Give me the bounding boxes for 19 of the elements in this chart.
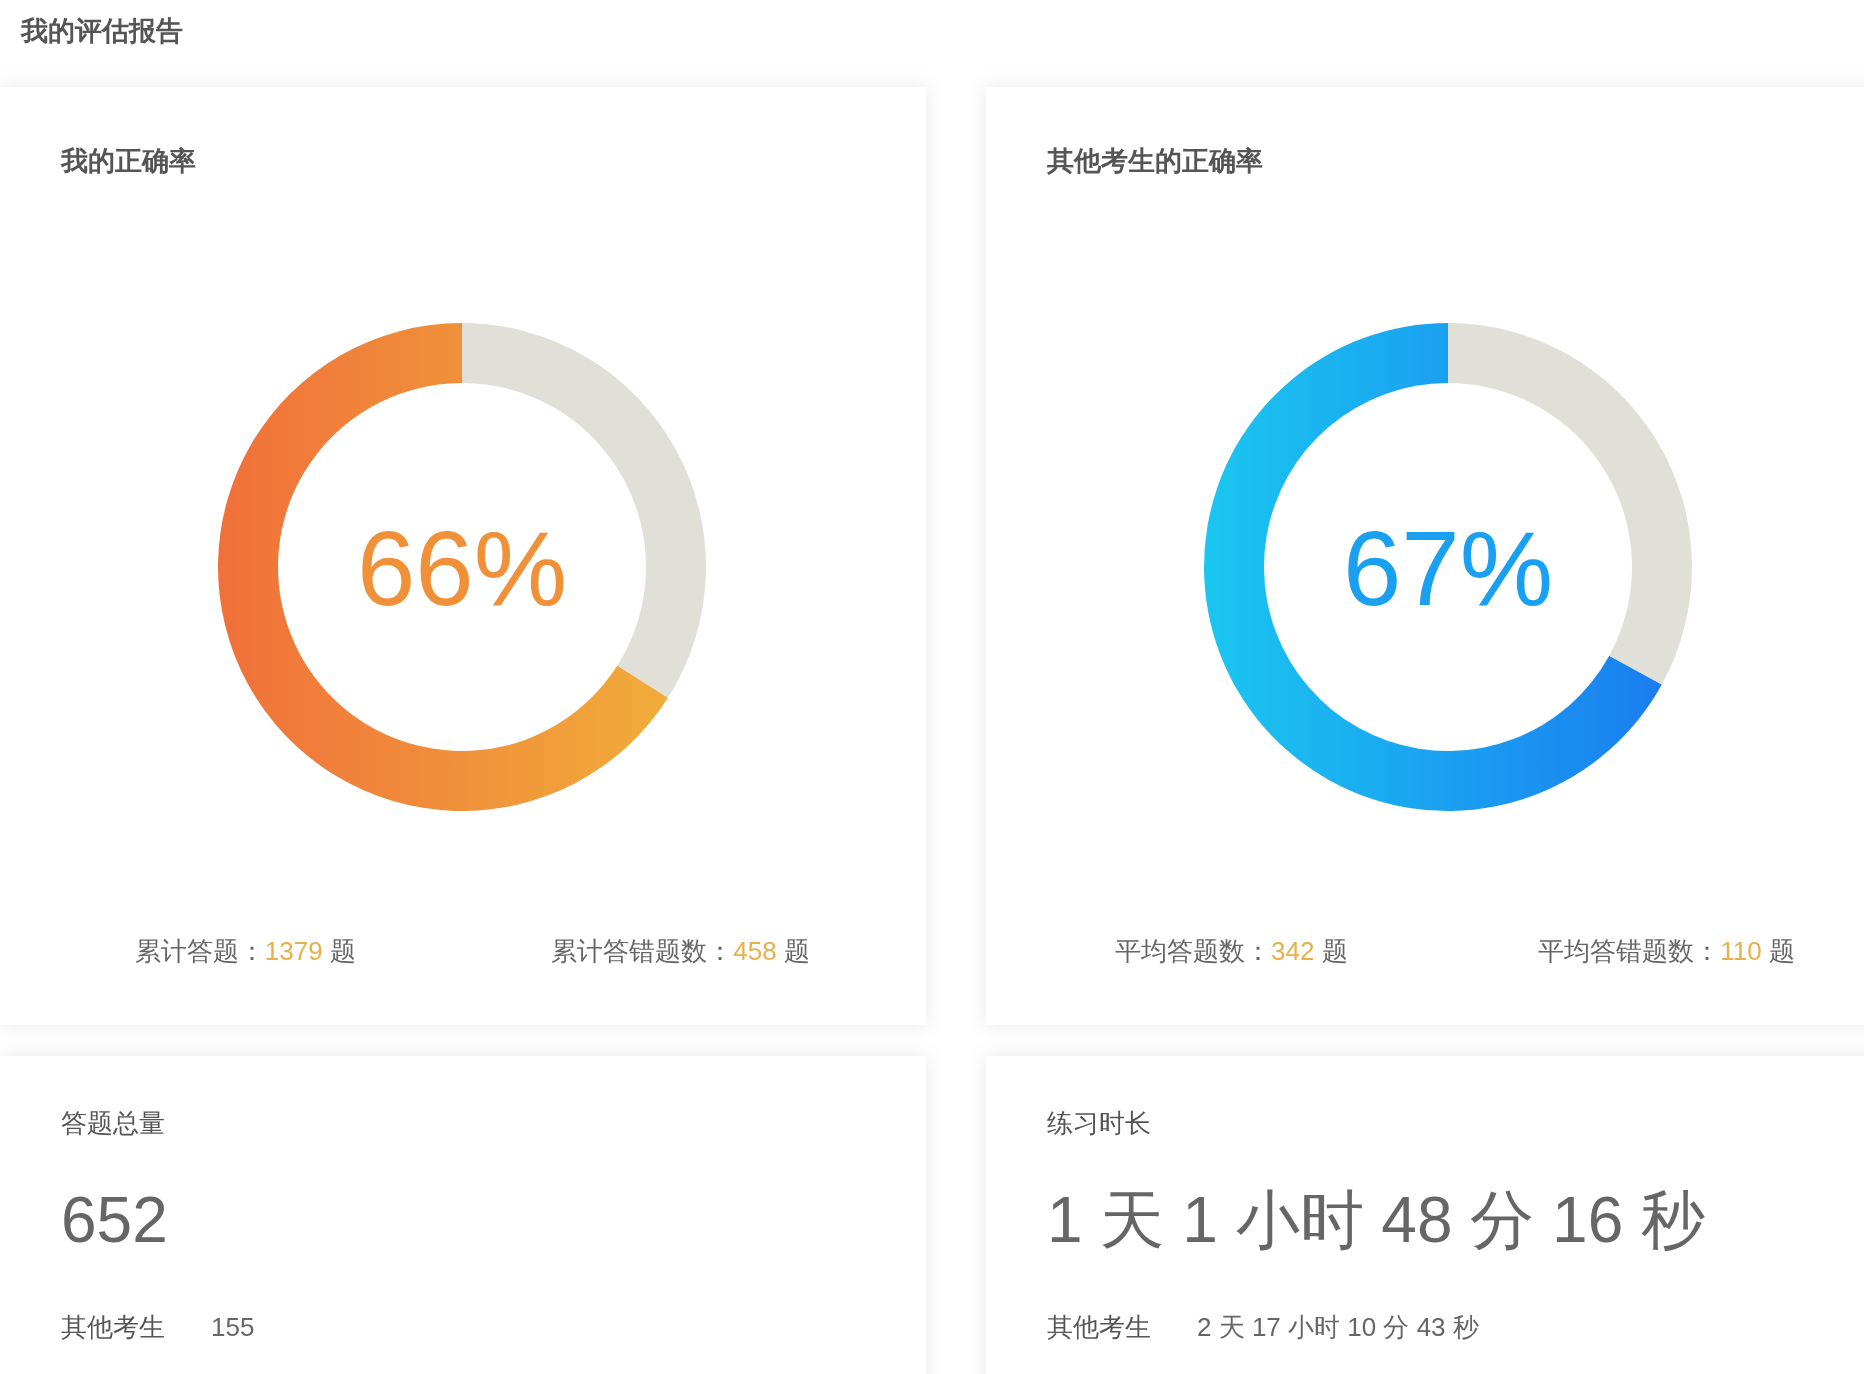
text: 2 天 17 小时 10 分 43 秒 bbox=[1197, 1312, 1479, 1342]
text: 1 天 1 小时 48 分 16 秒 bbox=[1047, 1184, 1706, 1256]
text: 答题总量 bbox=[61, 1108, 165, 1138]
chart-title: 我的正确率 bbox=[60, 146, 196, 176]
donut-slice bbox=[218, 323, 669, 811]
chart-title: 其他考生的正确率 bbox=[1046, 146, 1263, 176]
text: 我的评估报告 bbox=[20, 16, 183, 46]
text: 其他考生 bbox=[1047, 1312, 1151, 1342]
text: 累计答错题数：458 题 bbox=[551, 936, 810, 966]
data-label: 67% bbox=[1342, 510, 1554, 627]
text: 练习时长 bbox=[1047, 1108, 1151, 1138]
text: 652 bbox=[61, 1184, 168, 1256]
text: 累计答题：1379 题 bbox=[134, 936, 356, 966]
text: 平均答错题数：110 题 bbox=[1538, 936, 1795, 966]
text: 其他考生 bbox=[61, 1312, 165, 1342]
donut-slice bbox=[1204, 323, 1662, 811]
text: 平均答题数：342 题 bbox=[1115, 936, 1348, 966]
data-label: 66% bbox=[356, 510, 568, 627]
text: 155 bbox=[211, 1312, 255, 1342]
